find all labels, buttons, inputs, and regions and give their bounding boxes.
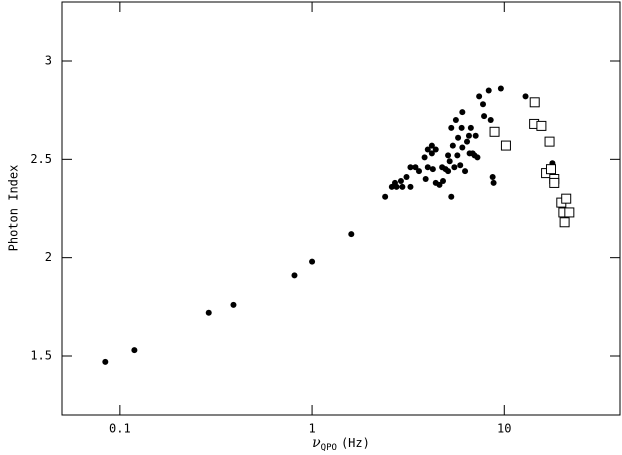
- point: [459, 109, 466, 116]
- point: [440, 177, 447, 184]
- point: [480, 101, 487, 108]
- x-axis-label: νQPO (Hz): [312, 435, 370, 453]
- point: [407, 164, 414, 171]
- plot-frame: [61, 1, 621, 416]
- point: [291, 272, 298, 279]
- y-tick-label: 3: [45, 54, 52, 68]
- point: [421, 154, 428, 161]
- point: [348, 231, 355, 238]
- point: [448, 193, 455, 200]
- y-tick-label: 1.5: [30, 349, 52, 363]
- point: [403, 174, 410, 181]
- point: [428, 142, 435, 149]
- point: [424, 146, 431, 153]
- point: [399, 183, 406, 190]
- point: [474, 154, 481, 161]
- x-label-unit: (Hz): [341, 436, 370, 450]
- point: [428, 150, 435, 157]
- point: [412, 164, 419, 171]
- point: [448, 124, 455, 131]
- point: [451, 164, 458, 171]
- point: [131, 347, 138, 354]
- point: [449, 142, 456, 149]
- point: [455, 134, 462, 141]
- y-tick-label: 2: [45, 250, 52, 264]
- point: [407, 183, 414, 190]
- point: [500, 140, 511, 151]
- y-axis-label: Photon Index: [7, 165, 21, 252]
- point: [489, 174, 496, 181]
- point: [445, 168, 452, 175]
- point: [544, 136, 555, 147]
- x-tick-label: 10: [497, 422, 511, 436]
- point: [230, 301, 237, 308]
- x-label-subscript: QPO: [321, 443, 337, 453]
- point: [561, 193, 572, 204]
- point: [422, 176, 429, 182]
- point: [446, 158, 453, 165]
- point: [436, 181, 443, 188]
- y-tick-label: 2.5: [30, 152, 52, 166]
- point: [481, 113, 488, 120]
- point: [549, 177, 560, 188]
- point: [454, 152, 461, 159]
- point: [459, 144, 466, 151]
- point: [432, 146, 439, 153]
- point: [536, 120, 547, 131]
- point: [485, 87, 492, 94]
- point: [465, 132, 472, 139]
- point: [397, 177, 404, 184]
- point: [564, 207, 575, 218]
- point: [490, 179, 497, 186]
- point: [382, 193, 389, 200]
- point: [102, 358, 109, 365]
- point: [424, 164, 431, 171]
- point: [545, 164, 556, 175]
- point: [476, 93, 483, 100]
- point: [457, 162, 464, 169]
- point: [559, 217, 570, 228]
- point: [464, 138, 471, 145]
- point: [415, 168, 422, 175]
- point: [487, 117, 494, 123]
- point: [522, 93, 529, 100]
- point: [393, 183, 400, 190]
- point: [467, 124, 474, 131]
- point: [452, 117, 459, 123]
- x-tick-label: 0.1: [109, 422, 131, 436]
- point: [205, 309, 212, 316]
- point: [497, 85, 504, 92]
- point: [458, 124, 465, 131]
- x-label-symbol: ν: [312, 435, 321, 451]
- x-tick-label: 1: [308, 422, 315, 436]
- point: [472, 132, 479, 139]
- point: [489, 126, 500, 137]
- point: [445, 152, 452, 159]
- point: [529, 97, 540, 108]
- point: [429, 166, 436, 173]
- point: [462, 168, 469, 175]
- point: [309, 258, 316, 265]
